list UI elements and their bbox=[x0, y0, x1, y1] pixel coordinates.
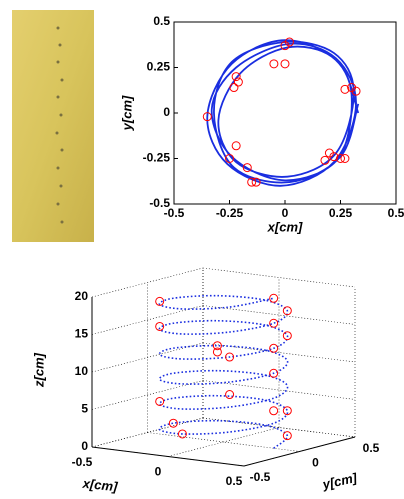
y-tick-label: -0.5 bbox=[250, 470, 271, 484]
z-tick-label: 15 bbox=[75, 327, 89, 341]
x-tick-label: -0.5 bbox=[164, 206, 185, 220]
photo-strip bbox=[12, 10, 94, 242]
x-axis-label: x[cm] bbox=[267, 219, 303, 234]
data-point bbox=[233, 77, 243, 87]
data-point bbox=[269, 343, 279, 353]
photo-dots bbox=[55, 26, 64, 224]
axis-line bbox=[243, 436, 356, 467]
x-tick-label: 0.25 bbox=[329, 206, 353, 220]
z-axis-label: z[cm] bbox=[31, 352, 46, 388]
x-tick-label: 0.5 bbox=[226, 474, 243, 488]
data-point bbox=[351, 86, 361, 96]
data-point bbox=[225, 352, 235, 362]
data-point bbox=[155, 296, 165, 306]
axis-line bbox=[91, 446, 245, 467]
data-point bbox=[168, 418, 178, 428]
data-line bbox=[206, 39, 360, 187]
data-point bbox=[340, 84, 350, 94]
data-point bbox=[282, 331, 292, 341]
y-axis-label: y[cm] bbox=[119, 95, 134, 131]
y-axis-label: y[cm] bbox=[320, 470, 359, 492]
x-tick-label: 0 bbox=[155, 465, 162, 479]
data-point bbox=[229, 83, 239, 93]
data-point bbox=[177, 429, 187, 439]
data-point bbox=[269, 368, 279, 378]
y-tick-label: -0.5 bbox=[149, 196, 170, 210]
data-point bbox=[280, 59, 290, 69]
data-point bbox=[329, 152, 339, 162]
data-point bbox=[231, 72, 241, 82]
data-point bbox=[269, 293, 279, 303]
data-point bbox=[251, 177, 261, 187]
y-tick-label: 0.25 bbox=[147, 60, 171, 74]
y-tick-label: 0 bbox=[312, 456, 319, 470]
grid-line bbox=[91, 267, 204, 298]
z-tick-label: 0 bbox=[81, 439, 88, 453]
grid-line bbox=[91, 417, 204, 448]
x-tick-label: -0.25 bbox=[216, 206, 244, 220]
photo bbox=[12, 10, 94, 242]
data-point bbox=[212, 341, 222, 351]
data-point bbox=[340, 154, 350, 163]
data-point bbox=[320, 155, 330, 165]
y-tick-label: 0.5 bbox=[363, 441, 380, 455]
data-point bbox=[231, 141, 241, 151]
data-point bbox=[280, 41, 290, 51]
data-point bbox=[202, 112, 212, 122]
z-tick-label: 5 bbox=[81, 402, 88, 416]
grid-line bbox=[91, 342, 204, 373]
data-point bbox=[282, 306, 292, 316]
data-point bbox=[247, 177, 257, 187]
z-tick-label: 20 bbox=[75, 289, 89, 303]
x-axis-label: x[cm] bbox=[81, 476, 119, 494]
grid-line bbox=[167, 427, 280, 457]
x-tick-label: 0 bbox=[282, 206, 289, 220]
data-point bbox=[269, 318, 279, 328]
data-point bbox=[269, 406, 279, 416]
data-point bbox=[225, 154, 234, 163]
grid-line bbox=[91, 305, 204, 335]
y-tick-label: 0.5 bbox=[153, 14, 170, 28]
y-tick-label: 0 bbox=[163, 105, 170, 119]
data-point bbox=[225, 390, 235, 400]
data-point bbox=[336, 154, 345, 163]
x-tick-label: -0.5 bbox=[72, 455, 93, 469]
data-point bbox=[212, 347, 222, 357]
data-line bbox=[158, 294, 289, 449]
data-point bbox=[155, 321, 165, 331]
x-tick-label: 0.5 bbox=[388, 206, 404, 220]
data-point bbox=[269, 59, 279, 69]
z-tick-label: 10 bbox=[75, 364, 89, 378]
data-point bbox=[155, 396, 165, 406]
data-point bbox=[242, 163, 252, 173]
data-point bbox=[282, 406, 292, 416]
data-point bbox=[282, 431, 292, 441]
y-tick-label: -0.25 bbox=[143, 151, 171, 165]
grid-line bbox=[91, 380, 204, 410]
